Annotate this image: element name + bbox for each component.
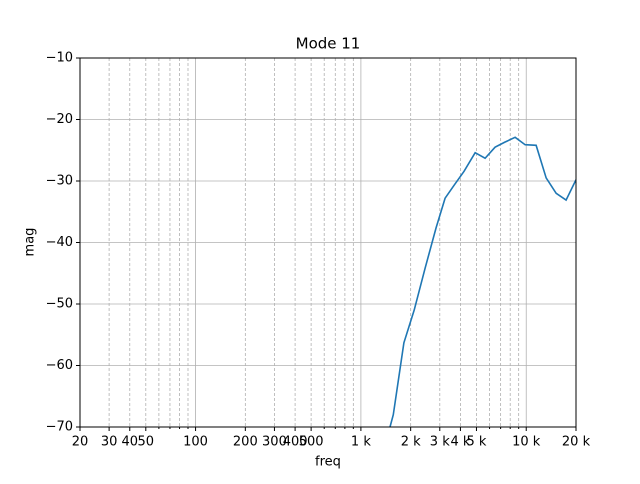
x-tick-label: 20 k — [562, 435, 591, 450]
y-tick-label: −40 — [46, 235, 73, 250]
x-tick-label: 1 k — [351, 435, 371, 450]
y-tick-label: −10 — [46, 51, 73, 66]
y-tick-label: −60 — [46, 358, 73, 373]
x-tick-label: 5 k — [466, 435, 486, 450]
x-tick-label: 100 — [183, 435, 208, 450]
x-tick-label: 40 — [121, 435, 138, 450]
y-axis-label: mag — [23, 228, 38, 257]
x-tick-label: 20 — [72, 435, 89, 450]
line-series — [389, 136, 576, 427]
y-tick-label: −20 — [46, 112, 73, 127]
x-tick-label: 400 — [283, 435, 308, 450]
x-tick-label: 50 — [138, 435, 155, 450]
x-tick-label: 500 — [299, 435, 324, 450]
y-tick-label: −30 — [46, 174, 73, 189]
x-tick-label: 200 — [233, 435, 258, 450]
grid — [79, 57, 577, 428]
x-axis-label: freq — [315, 455, 341, 470]
chart-title: Mode 11 — [296, 35, 361, 53]
x-tick-label: 2 k — [401, 435, 421, 450]
x-tick-label: 3 k — [430, 435, 450, 450]
x-tick-label: 10 k — [512, 435, 541, 450]
y-tick-label: −50 — [46, 297, 73, 312]
x-tick-label: 300 — [262, 435, 287, 450]
x-tick-label: 30 — [101, 435, 118, 450]
x-tick-label: 4 k — [450, 435, 470, 450]
y-tick-label: −70 — [46, 420, 73, 435]
plot-area — [389, 136, 576, 427]
